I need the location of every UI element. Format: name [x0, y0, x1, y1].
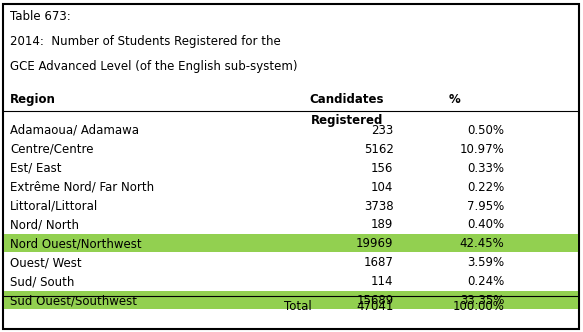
- Text: Sud/ South: Sud/ South: [10, 275, 74, 288]
- Text: 0.24%: 0.24%: [467, 275, 504, 288]
- Text: %: %: [449, 93, 461, 106]
- FancyBboxPatch shape: [3, 4, 579, 329]
- Text: 33.35%: 33.35%: [460, 294, 504, 307]
- Text: GCE Advanced Level (of the English sub-system): GCE Advanced Level (of the English sub-s…: [10, 60, 297, 73]
- Text: Est/ East: Est/ East: [10, 162, 61, 175]
- Text: Registered: Registered: [311, 114, 383, 127]
- Text: Nord Ouest/Northwest: Nord Ouest/Northwest: [10, 237, 142, 250]
- Text: 7.95%: 7.95%: [467, 200, 504, 212]
- Text: 42.45%: 42.45%: [459, 237, 504, 250]
- Text: 15689: 15689: [356, 294, 394, 307]
- Text: 1687: 1687: [364, 256, 394, 269]
- Text: 2014:  Number of Students Registered for the: 2014: Number of Students Registered for …: [10, 35, 280, 48]
- Text: Sud Ouest/Southwest: Sud Ouest/Southwest: [10, 294, 137, 307]
- Text: Region: Region: [10, 93, 56, 106]
- Text: 233: 233: [371, 124, 394, 137]
- Text: 19969: 19969: [356, 237, 394, 250]
- Text: 47041: 47041: [356, 300, 394, 313]
- Text: Total: Total: [284, 300, 312, 313]
- Text: Table 673:: Table 673:: [10, 10, 71, 23]
- Text: 0.33%: 0.33%: [468, 162, 504, 175]
- Text: 0.40%: 0.40%: [467, 218, 504, 231]
- Text: Littoral/Littoral: Littoral/Littoral: [10, 200, 98, 212]
- Text: 100.00%: 100.00%: [452, 300, 504, 313]
- FancyBboxPatch shape: [4, 234, 578, 252]
- FancyBboxPatch shape: [4, 291, 578, 309]
- Text: 189: 189: [371, 218, 394, 231]
- Text: Ouest/ West: Ouest/ West: [10, 256, 82, 269]
- Text: Centre/Centre: Centre/Centre: [10, 143, 93, 156]
- Text: 3.59%: 3.59%: [467, 256, 504, 269]
- Text: Extrême Nord/ Far North: Extrême Nord/ Far North: [10, 181, 154, 194]
- Text: 10.97%: 10.97%: [459, 143, 504, 156]
- Text: 0.50%: 0.50%: [468, 124, 504, 137]
- Text: Candidates: Candidates: [310, 93, 384, 106]
- Text: 114: 114: [371, 275, 394, 288]
- Text: 5162: 5162: [364, 143, 394, 156]
- Text: 104: 104: [371, 181, 394, 194]
- Text: 156: 156: [371, 162, 394, 175]
- Text: 3738: 3738: [364, 200, 394, 212]
- Text: Adamaoua/ Adamawa: Adamaoua/ Adamawa: [10, 124, 139, 137]
- Text: Nord/ North: Nord/ North: [10, 218, 79, 231]
- Text: 0.22%: 0.22%: [467, 181, 504, 194]
